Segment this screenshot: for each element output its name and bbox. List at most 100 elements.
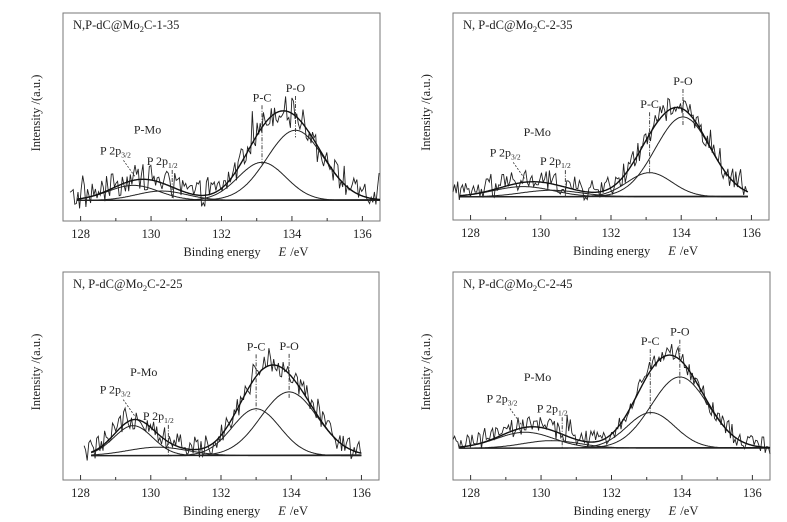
panel-title: N, P-dC@Mo2C-2-45 <box>463 277 573 293</box>
fit-component-p-o-3 <box>91 391 362 457</box>
panel-title-subscript: 2 <box>143 283 147 293</box>
peak-label: P-C <box>641 334 660 348</box>
peak-label-text: P-O <box>286 81 306 95</box>
y-axis-label: Intensity /(a.u.) <box>419 334 433 411</box>
peak-label: P-O <box>673 74 693 88</box>
xps-panel-2: 128 130 132 134 136 Binding energy E/eV Intensi… <box>419 12 770 258</box>
x-axis-label-text: Binding energy <box>183 245 261 259</box>
peak-label-text: P 2p <box>100 143 121 157</box>
peak-label: P 2p3/2 <box>100 143 131 159</box>
x-axis-unit: /eV <box>290 504 308 518</box>
x-axis-unit: /eV <box>680 244 698 258</box>
peak-label-subscript: 1/2 <box>168 161 178 170</box>
peak-label-text: P 2p <box>143 409 164 423</box>
panel-title-prefix: N,P-dC@Mo <box>73 18 140 32</box>
peak-label-subscript: 3/2 <box>511 152 521 161</box>
panel-title: N, P-dC@Mo2C-2-35 <box>463 18 573 34</box>
x-axis-unit: /eV <box>680 504 698 518</box>
x-tick-label: 130 <box>531 226 550 240</box>
fit-component-p-c-2 <box>91 408 362 457</box>
peak-label-text: P-C <box>640 97 659 111</box>
peak-label-subscript: 1/2 <box>558 408 568 417</box>
peak-label-text: P-C <box>247 339 266 353</box>
peak-label: P 2p3/2 <box>100 383 131 399</box>
xps-panel-4: 128 130 132 134 136 Binding energy E/eV Intensi… <box>419 271 771 518</box>
experimental-spectrum-line <box>83 348 362 461</box>
peak-label-text: P 2p <box>540 154 561 168</box>
panel-title-suffix: C-2-25 <box>147 277 182 291</box>
x-tick-label: 136 <box>742 226 761 240</box>
x-axis-label: Binding energy E/eV <box>183 504 308 518</box>
x-axis-label-text: Binding energy <box>573 244 651 258</box>
peak-label: P 2p3/2 <box>487 391 518 407</box>
x-axis-label-text: Binding energy <box>573 504 651 518</box>
x-axis-label: Binding energy E/eV <box>573 504 698 518</box>
plot-frame <box>62 271 380 481</box>
peak-label: P-C <box>247 339 266 353</box>
x-tick-label: 136 <box>743 486 762 500</box>
x-tick-label: 134 <box>672 226 692 240</box>
peak-label-subscript: 1/2 <box>164 416 174 425</box>
experimental-spectrum-line <box>69 96 380 209</box>
leader-line <box>123 160 136 178</box>
panel-title-subscript: 2 <box>533 24 537 34</box>
fit-envelope-line <box>459 354 771 449</box>
peak-label-text: P 2p <box>537 401 558 415</box>
x-tick-label: 128 <box>461 226 480 240</box>
fit-envelope-line <box>77 110 380 201</box>
panel-title: N, P-dC@Mo2C-2-25 <box>73 277 183 293</box>
group-label-p-mo: P-Mo <box>134 122 161 136</box>
x-tick-label: 132 <box>212 486 231 500</box>
x-tick-label: 130 <box>532 486 551 500</box>
x-tick-label: 136 <box>352 486 371 500</box>
x-axis-variable: E <box>277 504 286 518</box>
panel-title-suffix: C-2-45 <box>537 277 572 291</box>
peak-label: P 2p1/2 <box>143 409 174 425</box>
peak-label-subscript: 3/2 <box>121 150 131 159</box>
peak-label-subscript: 3/2 <box>121 390 131 399</box>
x-axis-label: Binding energy E/eV <box>183 245 308 259</box>
peak-label-subscript: 3/2 <box>508 398 518 407</box>
x-tick-label: 134 <box>673 486 693 500</box>
peak-label: P 2p1/2 <box>147 154 178 170</box>
peak-label: P-C <box>640 97 659 111</box>
fit-component-p-0 <box>77 184 380 201</box>
fit-component-p-c-2 <box>460 172 748 198</box>
x-tick-label: 128 <box>461 486 480 500</box>
peak-label: P 2p3/2 <box>490 145 521 161</box>
x-tick-label: 130 <box>141 486 160 500</box>
fit-component-p-1 <box>460 440 770 449</box>
peak-label: P 2p1/2 <box>537 401 568 417</box>
peak-label-text: P-O <box>670 325 690 339</box>
peak-label-text: P 2p <box>100 383 121 397</box>
fit-component-p-1 <box>77 190 380 201</box>
y-axis-label: Intensity /(a.u.) <box>419 74 433 151</box>
x-tick-label: 128 <box>71 227 90 241</box>
plot-frame <box>452 271 771 481</box>
peak-label-text: P-O <box>673 74 693 88</box>
peak-label-subscript: 1/2 <box>561 161 571 170</box>
group-label-p-mo: P-Mo <box>524 125 551 139</box>
fit-envelope-line <box>459 106 749 197</box>
x-tick-label: 132 <box>212 227 231 241</box>
panel-title-subscript: 2 <box>533 283 537 293</box>
panel-title-prefix: N, P-dC@Mo <box>463 277 533 291</box>
experimental-spectrum-line <box>452 97 748 202</box>
peak-label: P 2p1/2 <box>540 154 571 170</box>
fit-component-p-1 <box>91 446 362 457</box>
fit-component-p-0 <box>90 425 362 457</box>
leader-line <box>512 162 526 180</box>
panel-title-suffix: C-1-35 <box>144 18 179 32</box>
panel-title-suffix: C-2-35 <box>537 18 572 32</box>
x-tick-label: 132 <box>602 486 621 500</box>
peak-label: P-O <box>670 325 690 339</box>
xps-panel-3: 128 130 132 134 136 Binding energy E/eV Intensi… <box>29 271 380 518</box>
x-tick-label: 134 <box>282 486 302 500</box>
fit-envelope-line <box>90 364 362 454</box>
x-tick-label: 130 <box>142 227 161 241</box>
x-tick-label: 132 <box>602 226 621 240</box>
y-axis-label: Intensity /(a.u.) <box>29 334 43 411</box>
peak-label-text: P 2p <box>487 391 508 405</box>
x-axis-variable: E <box>278 245 287 259</box>
peak-label-text: P-C <box>253 90 272 104</box>
